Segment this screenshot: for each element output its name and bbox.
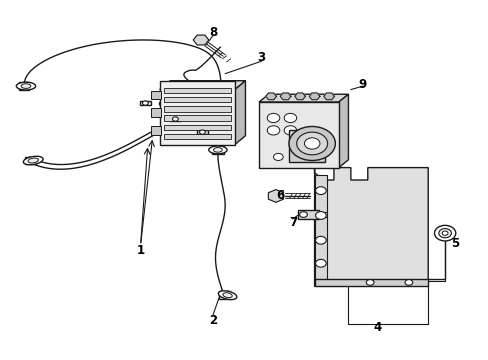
Bar [288, 130, 325, 162]
Ellipse shape [164, 101, 175, 107]
Circle shape [142, 101, 148, 105]
Text: 6: 6 [276, 189, 285, 202]
Circle shape [304, 138, 319, 149]
Bar [319, 212, 326, 217]
Bar [160, 81, 234, 145]
Circle shape [366, 280, 373, 285]
Circle shape [315, 187, 325, 194]
Polygon shape [268, 190, 283, 202]
Text: 8: 8 [208, 26, 217, 39]
Bar [163, 97, 230, 102]
Bar [151, 126, 161, 135]
Polygon shape [139, 101, 151, 105]
Circle shape [404, 280, 412, 285]
Circle shape [441, 231, 447, 235]
Bar [163, 116, 230, 121]
Text: 3: 3 [257, 51, 265, 64]
Ellipse shape [208, 146, 226, 154]
Circle shape [284, 126, 296, 135]
Circle shape [315, 212, 325, 219]
Bar [163, 125, 230, 130]
Bar [25, 157, 36, 165]
Polygon shape [294, 93, 305, 100]
Text: 2: 2 [208, 314, 217, 327]
Bar [151, 91, 161, 99]
Ellipse shape [223, 293, 232, 298]
Polygon shape [234, 81, 245, 145]
Bar [151, 108, 161, 117]
Polygon shape [308, 93, 319, 100]
Text: 7: 7 [288, 216, 296, 229]
Bar [212, 146, 223, 154]
Bar [259, 102, 338, 168]
Bar [163, 134, 230, 139]
Polygon shape [314, 164, 427, 286]
Circle shape [273, 153, 283, 161]
Text: 9: 9 [358, 78, 366, 91]
Ellipse shape [21, 84, 31, 88]
Text: 5: 5 [450, 237, 458, 250]
Ellipse shape [16, 82, 36, 90]
Bar [163, 100, 176, 108]
Circle shape [438, 229, 450, 238]
Circle shape [299, 212, 307, 217]
Bar [314, 279, 427, 286]
Polygon shape [265, 93, 276, 100]
Text: 4: 4 [372, 321, 381, 334]
Polygon shape [259, 94, 348, 102]
Bar [314, 175, 326, 281]
Circle shape [199, 130, 205, 134]
Ellipse shape [218, 291, 236, 300]
Polygon shape [160, 81, 245, 90]
Bar [219, 291, 229, 299]
Bar [163, 106, 230, 112]
Circle shape [172, 117, 178, 121]
Circle shape [284, 113, 296, 123]
Bar [163, 88, 230, 93]
Polygon shape [338, 94, 348, 168]
Circle shape [315, 260, 325, 267]
Circle shape [296, 132, 327, 155]
Circle shape [266, 126, 279, 135]
Circle shape [266, 113, 279, 123]
Polygon shape [196, 130, 208, 134]
Polygon shape [280, 93, 290, 100]
Ellipse shape [159, 99, 180, 108]
Bar [19, 82, 29, 90]
Circle shape [288, 126, 335, 161]
Ellipse shape [28, 158, 39, 163]
Bar [297, 210, 319, 219]
Circle shape [434, 225, 455, 241]
Polygon shape [323, 93, 334, 100]
Ellipse shape [23, 156, 43, 165]
Ellipse shape [213, 148, 222, 152]
Polygon shape [169, 117, 181, 121]
Polygon shape [160, 81, 245, 90]
Polygon shape [193, 35, 208, 45]
Circle shape [315, 237, 325, 244]
Text: 1: 1 [136, 244, 144, 257]
